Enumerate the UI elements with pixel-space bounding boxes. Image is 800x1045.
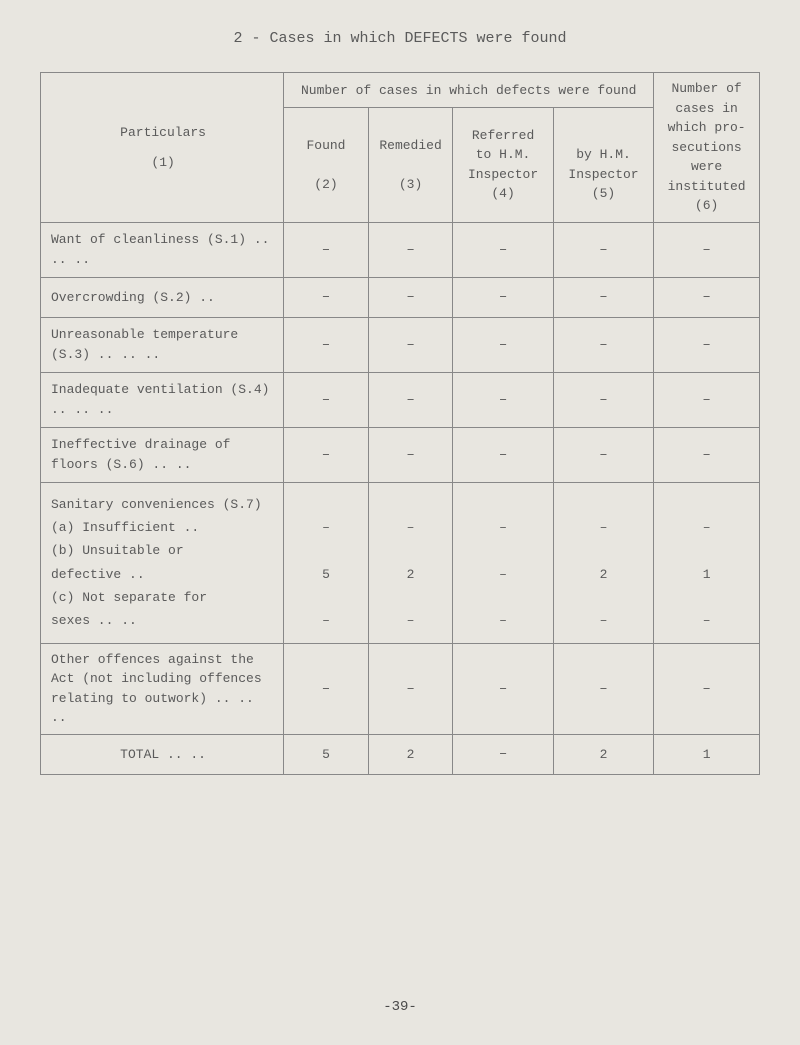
cell: – – – (461, 493, 544, 633)
cell: – (284, 643, 369, 734)
cell: – (453, 643, 553, 734)
cell: – (453, 317, 553, 372)
row-temperature: Unreasonable temperature (S.3) .. .. .. (41, 317, 284, 372)
row-ventilation: Inadequate ventilation (S.4) .. .. .. (41, 372, 284, 427)
cell: – (654, 427, 760, 482)
cell: – (284, 317, 369, 372)
cell: – (284, 277, 369, 317)
table-row: Ineffective drainage of floors (S.6) .. … (41, 427, 760, 482)
header-to-hm-num: (4) (461, 184, 544, 204)
table-row: Sanitary conveniences (S.7) (a) Insuffic… (41, 482, 760, 643)
cell: – (654, 222, 760, 277)
header-prosecutions: Number of cases in which pro-secutions w… (662, 79, 751, 196)
defects-table: Particulars (1) Number of cases in which… (40, 72, 760, 775)
header-particulars: Particulars (51, 125, 275, 140)
cell: – (453, 372, 553, 427)
cell: – (284, 427, 369, 482)
header-to-hm: to H.M. Inspector (461, 145, 544, 184)
row-drainage: Ineffective drainage of floors (S.6) .. … (41, 427, 284, 482)
table-row-total: TOTAL .. .. 5 2 – 2 1 (41, 734, 760, 774)
header-found-num: (2) (292, 175, 360, 195)
table-row: Other offences against the Act (not incl… (41, 643, 760, 734)
page-number: -39- (383, 999, 417, 1015)
cell: – (654, 317, 760, 372)
cell-total-remedied: 2 (368, 734, 453, 774)
cell: – (553, 277, 653, 317)
header-remedied: Remedied (377, 136, 445, 156)
cell: – (553, 427, 653, 482)
cell-total-byhm: 2 (553, 734, 653, 774)
header-remedied-num: (3) (377, 175, 445, 195)
cell: – (284, 222, 369, 277)
cell: – (553, 372, 653, 427)
cell: – (368, 427, 453, 482)
cell: – (284, 372, 369, 427)
cell: – (553, 317, 653, 372)
header-found: Found (292, 136, 360, 156)
cell: – (453, 222, 553, 277)
header-referred-label: Referred (461, 126, 544, 146)
row-other-offences: Other offences against the Act (not incl… (41, 643, 284, 734)
table-row: Want of cleanliness (S.1) .. .. .. – – –… (41, 222, 760, 277)
header-number-cases: Number of cases in which defects were fo… (284, 73, 654, 108)
cell: – 2 – (562, 493, 645, 633)
cell: – 2 – (377, 493, 445, 633)
cell: – (453, 277, 553, 317)
cell: – (453, 427, 553, 482)
table-row: Unreasonable temperature (S.3) .. .. .. … (41, 317, 760, 372)
table-row: Inadequate ventilation (S.4) .. .. .. – … (41, 372, 760, 427)
header-prosecutions-num: (6) (662, 196, 751, 216)
cell: – (368, 643, 453, 734)
cell: – (368, 277, 453, 317)
cell: – (654, 643, 760, 734)
header-by-hm: by H.M. Inspector (562, 145, 645, 184)
cell: – (368, 317, 453, 372)
header-by-hm-num: (5) (562, 184, 645, 204)
header-particulars-num: (1) (51, 155, 275, 170)
cell: – (654, 277, 760, 317)
cell: – (453, 734, 553, 774)
cell: – (654, 372, 760, 427)
cell: – (553, 222, 653, 277)
row-total: TOTAL .. .. (41, 734, 284, 774)
cell-total-pros: 1 (654, 734, 760, 774)
row-sanitary: Sanitary conveniences (S.7) (a) Insuffic… (51, 493, 275, 633)
cell: – 1 – (662, 493, 751, 633)
table-row: Overcrowding (S.2) .. – – – – – (41, 277, 760, 317)
cell: – (368, 222, 453, 277)
row-overcrowding: Overcrowding (S.2) .. (41, 277, 284, 317)
cell-total-found: 5 (284, 734, 369, 774)
cell: – (553, 643, 653, 734)
cell: – (368, 372, 453, 427)
cell: – 5 – (292, 493, 360, 633)
row-cleanliness: Want of cleanliness (S.1) .. .. .. (41, 222, 284, 277)
page-title: 2 - Cases in which DEFECTS were found (40, 30, 760, 47)
